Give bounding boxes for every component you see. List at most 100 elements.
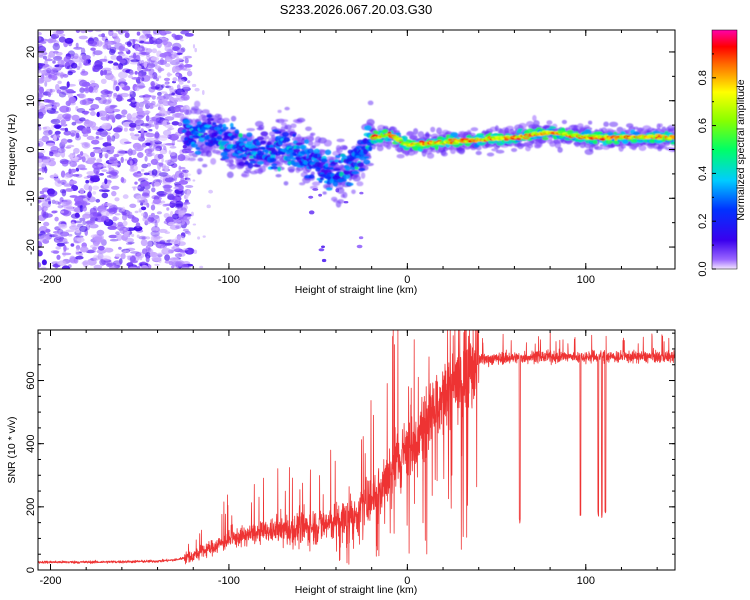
heat-cell [142,248,148,255]
heat-cell [84,86,90,94]
heat-cell [343,170,350,175]
heat-cell [130,260,138,264]
heat-cell [186,70,193,77]
heat-cell [108,173,119,179]
heat-cell [284,106,290,111]
heat-cell [147,102,154,106]
heat-cell [155,241,165,244]
heat-cell [154,38,163,45]
heat-cell [124,48,129,52]
heat-cell [39,41,47,44]
heat-cell [97,245,105,251]
heat-cell [42,126,47,130]
heat-cell [101,67,112,72]
heat-cell [192,223,197,226]
heat-cell [38,92,43,100]
heat-cell [162,203,168,207]
heat-cell [307,148,314,154]
heat-cell [308,174,315,179]
heat-cell [143,172,150,176]
colorbar-label: Normalized spectral amplitude [735,79,747,220]
heat-cell [161,98,165,102]
heat-cell [104,247,114,253]
heat-cell [607,131,614,136]
heat-cell [136,234,140,238]
x-tick-label: 0 [404,575,410,587]
heat-cell [38,204,42,212]
heat-cell [594,146,604,151]
heat-cell [324,162,329,168]
heat-cell [101,255,112,261]
heat-cell [72,174,80,177]
heat-cell [218,146,225,150]
y-tick-label: -10 [25,190,37,206]
heat-cell [90,111,96,116]
heat-cell [64,127,69,132]
heat-cell [57,59,65,66]
heat-cell [38,45,47,53]
heat-cell [82,127,92,134]
heat-cell [299,144,307,150]
heat-cell [97,252,104,260]
heat-cell [332,168,341,172]
heat-cell [146,202,150,208]
heat-cell [252,164,261,168]
colorbar-tick-label: 0.8 [697,70,709,85]
heat-cell [362,138,369,144]
heat-cell [54,216,59,222]
heat-cell [105,150,111,153]
heat-cell [127,148,133,156]
heat-cell [230,122,234,128]
heat-cell [157,153,164,159]
heat-cell [138,72,142,79]
heat-cell [249,160,257,164]
heat-cell [270,154,276,160]
heat-cell [246,128,256,132]
heat-cell [113,92,118,97]
heat-cell [243,137,248,142]
heat-cell [111,190,117,197]
heat-cell [140,128,144,134]
heat-cell [69,53,75,60]
heat-cell [366,118,375,126]
heat-cell [343,173,351,180]
heat-cell [82,133,89,137]
heat-cell [122,220,128,227]
heat-cell [103,202,108,209]
heat-cell [76,237,85,243]
heat-cell [310,132,316,136]
heat-cell [122,215,126,220]
heat-cell [90,175,100,179]
heat-cell [441,151,448,157]
heat-cell [94,86,99,94]
heat-cell [656,137,663,140]
heat-cell [38,235,48,240]
heat-cell [185,130,191,136]
heat-cell [202,90,205,95]
heat-cell [90,104,100,110]
heat-cell [212,122,217,126]
heat-cell [175,225,182,229]
snr-series-line [38,330,675,565]
heat-cell [65,89,74,93]
heat-cell [518,122,527,129]
heat-cell [157,91,162,96]
heat-cell [218,131,223,135]
heat-cell [150,158,158,165]
heat-cell [79,151,84,156]
heat-cell [144,67,148,71]
heat-cell [470,127,479,132]
heat-cell [376,144,384,152]
heat-cell [62,161,69,167]
heat-cell [55,83,60,91]
heat-cell [312,181,320,186]
heat-cell [141,77,145,82]
heat-cell [179,109,185,113]
heat-cell [97,217,101,221]
heat-cell [82,205,87,212]
heat-cell [110,75,116,82]
heat-cell [78,117,86,122]
heat-cell [221,140,230,144]
heat-cell [196,121,202,126]
